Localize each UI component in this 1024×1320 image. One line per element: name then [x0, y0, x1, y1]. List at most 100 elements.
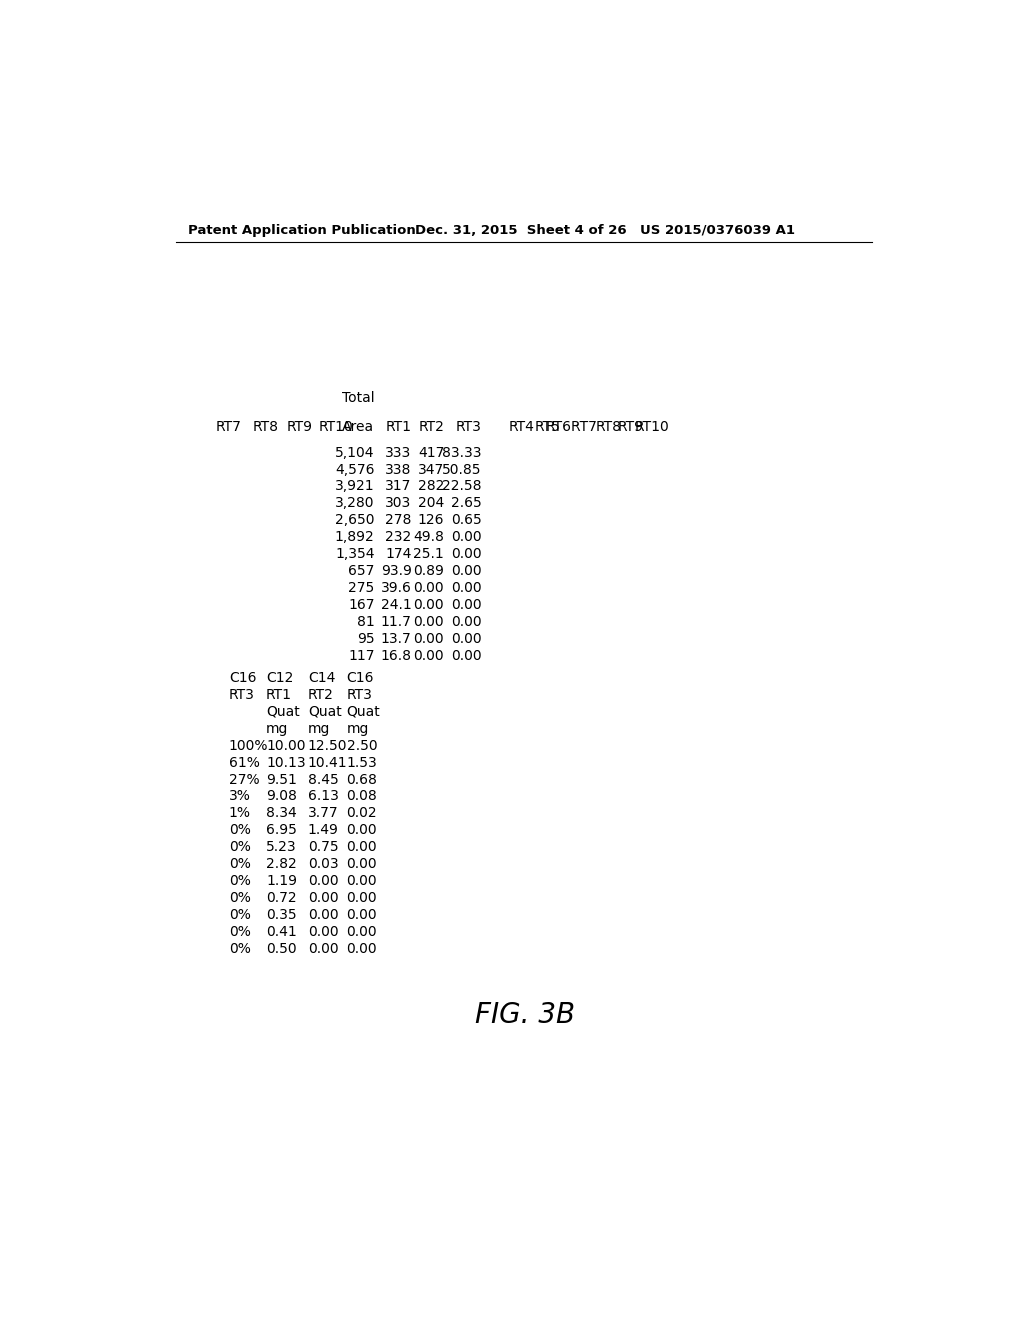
Text: 2,650: 2,650 — [335, 513, 375, 528]
Text: 1,892: 1,892 — [335, 531, 375, 544]
Text: 10.41: 10.41 — [308, 755, 347, 770]
Text: 0.65: 0.65 — [451, 513, 481, 528]
Text: 278: 278 — [385, 513, 412, 528]
Text: 95: 95 — [356, 632, 375, 645]
Text: 0.00: 0.00 — [451, 598, 481, 612]
Text: 0.00: 0.00 — [308, 908, 338, 923]
Text: Total: Total — [342, 391, 375, 405]
Text: 1.49: 1.49 — [308, 824, 339, 837]
Text: 0%: 0% — [228, 942, 251, 956]
Text: 0.00: 0.00 — [451, 615, 481, 630]
Text: mg: mg — [308, 722, 330, 735]
Text: RT2: RT2 — [308, 688, 334, 702]
Text: 0.00: 0.00 — [414, 598, 444, 612]
Text: 0.08: 0.08 — [346, 789, 377, 804]
Text: 1%: 1% — [228, 807, 251, 821]
Text: RT8: RT8 — [596, 420, 622, 434]
Text: 6.95: 6.95 — [266, 824, 297, 837]
Text: RT2: RT2 — [419, 420, 444, 434]
Text: 0.00: 0.00 — [346, 891, 377, 906]
Text: 0.00: 0.00 — [451, 649, 481, 663]
Text: 0.41: 0.41 — [266, 925, 297, 939]
Text: 0.68: 0.68 — [346, 772, 378, 787]
Text: 6.13: 6.13 — [308, 789, 339, 804]
Text: 0.00: 0.00 — [414, 649, 444, 663]
Text: 13.7: 13.7 — [381, 632, 412, 645]
Text: 0.89: 0.89 — [414, 564, 444, 578]
Text: 9.51: 9.51 — [266, 772, 297, 787]
Text: 417: 417 — [418, 446, 444, 459]
Text: 282: 282 — [418, 479, 444, 494]
Text: 0.35: 0.35 — [266, 908, 297, 923]
Text: 1.19: 1.19 — [266, 874, 297, 888]
Text: RT10: RT10 — [318, 420, 353, 434]
Text: RT9: RT9 — [617, 420, 643, 434]
Text: mg: mg — [346, 722, 369, 735]
Text: RT8: RT8 — [253, 420, 279, 434]
Text: Quat: Quat — [346, 705, 380, 719]
Text: 2.82: 2.82 — [266, 857, 297, 871]
Text: RT3: RT3 — [346, 688, 373, 702]
Text: 3,921: 3,921 — [335, 479, 375, 494]
Text: 0.00: 0.00 — [451, 548, 481, 561]
Text: 0.72: 0.72 — [266, 891, 297, 906]
Text: 61%: 61% — [228, 755, 260, 770]
Text: 8.45: 8.45 — [308, 772, 339, 787]
Text: US 2015/0376039 A1: US 2015/0376039 A1 — [640, 223, 795, 236]
Text: 0.00: 0.00 — [451, 564, 481, 578]
Text: 333: 333 — [385, 446, 412, 459]
Text: 0.00: 0.00 — [451, 531, 481, 544]
Text: 0.00: 0.00 — [414, 581, 444, 595]
Text: 0%: 0% — [228, 841, 251, 854]
Text: 0.00: 0.00 — [346, 942, 377, 956]
Text: Dec. 31, 2015  Sheet 4 of 26: Dec. 31, 2015 Sheet 4 of 26 — [415, 223, 627, 236]
Text: 174: 174 — [385, 548, 412, 561]
Text: 24.1: 24.1 — [381, 598, 412, 612]
Text: 25.1: 25.1 — [414, 548, 444, 561]
Text: 5,104: 5,104 — [335, 446, 375, 459]
Text: 0.00: 0.00 — [346, 908, 377, 923]
Text: 0.00: 0.00 — [308, 874, 338, 888]
Text: 167: 167 — [348, 598, 375, 612]
Text: C16: C16 — [228, 671, 256, 685]
Text: 117: 117 — [348, 649, 375, 663]
Text: 93.9: 93.9 — [381, 564, 412, 578]
Text: 0.00: 0.00 — [346, 925, 377, 939]
Text: RT10: RT10 — [635, 420, 670, 434]
Text: 126: 126 — [418, 513, 444, 528]
Text: RT3: RT3 — [456, 420, 481, 434]
Text: 0.00: 0.00 — [346, 857, 377, 871]
Text: 11.7: 11.7 — [381, 615, 412, 630]
Text: 317: 317 — [385, 479, 412, 494]
Text: 3,280: 3,280 — [335, 496, 375, 511]
Text: 83.33: 83.33 — [442, 446, 481, 459]
Text: 9.08: 9.08 — [266, 789, 297, 804]
Text: 49.8: 49.8 — [414, 531, 444, 544]
Text: C14: C14 — [308, 671, 335, 685]
Text: 0.00: 0.00 — [346, 841, 377, 854]
Text: 0.50: 0.50 — [266, 942, 297, 956]
Text: Area: Area — [342, 420, 375, 434]
Text: 8.34: 8.34 — [266, 807, 297, 821]
Text: 0.75: 0.75 — [308, 841, 338, 854]
Text: 0%: 0% — [228, 857, 251, 871]
Text: 10.00: 10.00 — [266, 739, 305, 752]
Text: Quat: Quat — [308, 705, 342, 719]
Text: 0.03: 0.03 — [308, 857, 338, 871]
Text: Quat: Quat — [266, 705, 300, 719]
Text: RT3: RT3 — [228, 688, 255, 702]
Text: 1.53: 1.53 — [346, 755, 377, 770]
Text: 347: 347 — [418, 462, 444, 477]
Text: 275: 275 — [348, 581, 375, 595]
Text: 0%: 0% — [228, 824, 251, 837]
Text: 1,354: 1,354 — [335, 548, 375, 561]
Text: 0.00: 0.00 — [414, 615, 444, 630]
Text: 22.58: 22.58 — [442, 479, 481, 494]
Text: 657: 657 — [348, 564, 375, 578]
Text: RT5: RT5 — [536, 420, 561, 434]
Text: 12.50: 12.50 — [308, 739, 347, 752]
Text: 0.00: 0.00 — [308, 942, 338, 956]
Text: 50.85: 50.85 — [442, 462, 481, 477]
Text: 81: 81 — [356, 615, 375, 630]
Text: FIG. 3B: FIG. 3B — [475, 1002, 574, 1030]
